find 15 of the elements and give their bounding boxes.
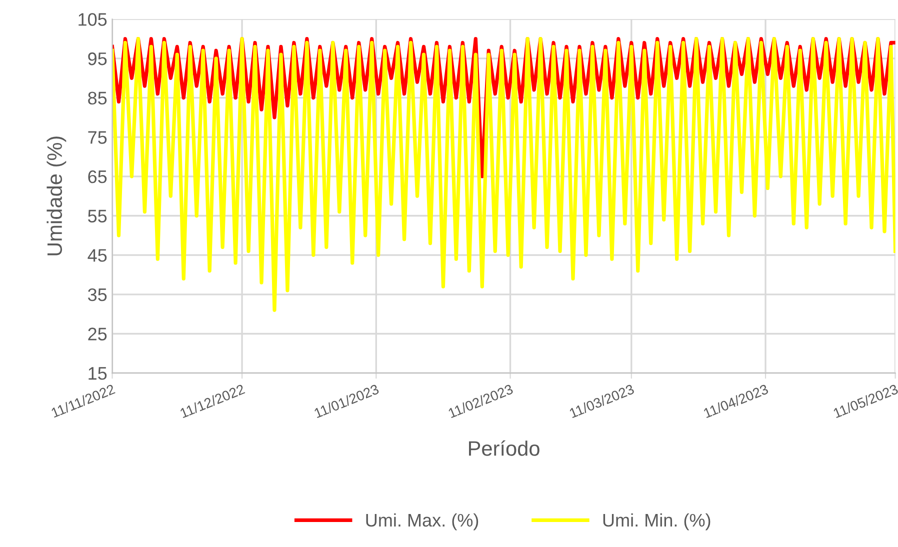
legend-label: Umi. Min. (%)	[603, 513, 710, 530]
y-tick-label: 95	[88, 52, 107, 66]
y-tick-label: 35	[88, 288, 107, 302]
y-tick-label: 25	[88, 328, 107, 340]
line-series	[112, 37, 896, 312]
y-tick-label: 55	[88, 210, 107, 222]
y-tick-label: 85	[88, 92, 107, 105]
y-tick-label: 75	[88, 131, 107, 144]
y-tick-label: 15	[88, 367, 107, 380]
y-axis-title: Umidade (%)	[46, 136, 66, 256]
y-tick-label: 45	[88, 249, 107, 262]
y-tick-label: 65	[88, 170, 107, 184]
y-tick-label: 105	[78, 13, 107, 26]
x-axis-title: Período	[469, 440, 540, 456]
legend-label: Umi. Max. (%)	[366, 513, 478, 530]
